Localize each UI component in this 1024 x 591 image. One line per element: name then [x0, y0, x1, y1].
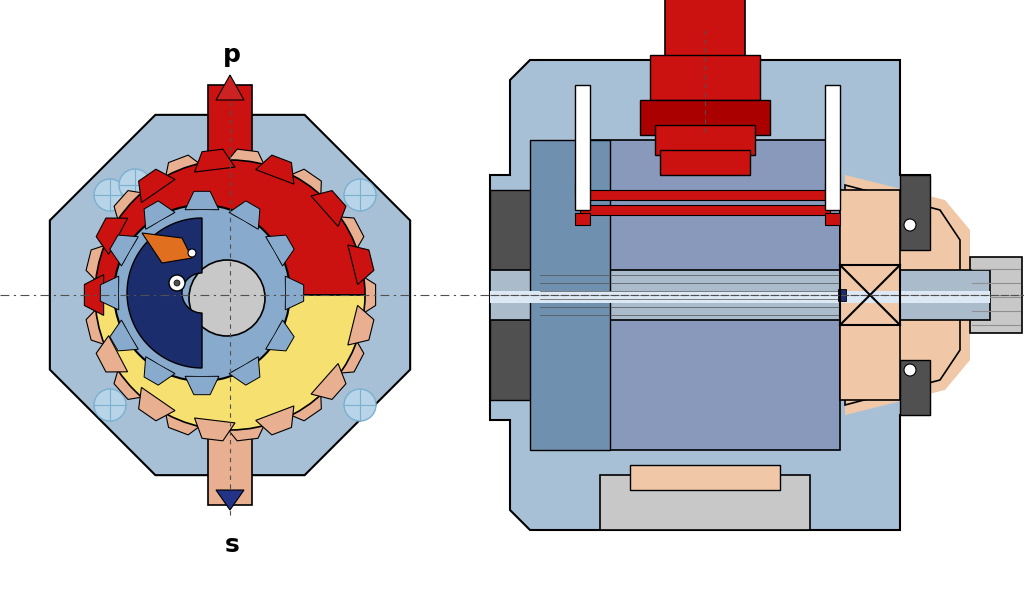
Polygon shape — [348, 306, 374, 345]
Circle shape — [119, 210, 285, 376]
Polygon shape — [96, 218, 128, 254]
Circle shape — [189, 260, 265, 336]
Circle shape — [188, 249, 196, 257]
Polygon shape — [110, 320, 138, 351]
Polygon shape — [185, 191, 219, 210]
Circle shape — [94, 389, 126, 421]
Polygon shape — [84, 275, 103, 316]
Polygon shape — [110, 235, 138, 266]
Polygon shape — [185, 376, 219, 395]
Bar — [575, 183, 590, 195]
Polygon shape — [138, 169, 175, 203]
Bar — [655, 125, 755, 155]
Bar — [490, 291, 990, 303]
Polygon shape — [331, 333, 364, 374]
Circle shape — [114, 205, 290, 381]
Bar — [208, 85, 252, 175]
Polygon shape — [348, 245, 374, 284]
Bar — [490, 270, 990, 320]
Polygon shape — [845, 175, 970, 415]
Bar — [650, 55, 760, 100]
Circle shape — [904, 364, 916, 376]
Circle shape — [344, 179, 376, 211]
Circle shape — [174, 280, 180, 286]
Polygon shape — [195, 149, 236, 172]
Polygon shape — [256, 155, 294, 184]
Bar — [575, 213, 590, 225]
Polygon shape — [311, 363, 346, 400]
Polygon shape — [845, 185, 961, 405]
Bar — [840, 190, 900, 400]
Bar — [600, 475, 810, 530]
Bar — [838, 289, 846, 301]
Polygon shape — [100, 276, 119, 310]
Polygon shape — [222, 417, 268, 441]
Polygon shape — [265, 235, 294, 266]
Bar — [575, 85, 590, 210]
Bar — [825, 213, 840, 225]
Polygon shape — [110, 186, 201, 404]
Bar — [840, 265, 900, 325]
Wedge shape — [95, 295, 365, 430]
Circle shape — [344, 389, 376, 421]
Bar — [580, 190, 830, 200]
Bar — [580, 205, 830, 215]
Polygon shape — [96, 336, 128, 372]
Circle shape — [169, 275, 185, 291]
Polygon shape — [311, 190, 346, 226]
Polygon shape — [222, 149, 268, 173]
Polygon shape — [283, 385, 322, 421]
Polygon shape — [86, 243, 114, 287]
Polygon shape — [144, 201, 175, 229]
Bar — [490, 190, 535, 400]
Polygon shape — [114, 361, 151, 400]
Polygon shape — [50, 115, 411, 475]
Bar — [530, 140, 610, 450]
Polygon shape — [229, 201, 260, 229]
Polygon shape — [265, 320, 294, 351]
Polygon shape — [164, 405, 207, 435]
Bar — [900, 360, 930, 415]
Polygon shape — [216, 490, 244, 510]
Polygon shape — [195, 418, 236, 441]
Bar — [580, 140, 840, 450]
Polygon shape — [286, 276, 304, 310]
Polygon shape — [144, 357, 175, 385]
Bar — [970, 257, 1022, 333]
Polygon shape — [490, 60, 930, 530]
Polygon shape — [229, 357, 260, 385]
Polygon shape — [86, 303, 114, 348]
Polygon shape — [256, 406, 294, 435]
Bar — [825, 85, 840, 210]
Polygon shape — [138, 388, 175, 421]
Bar — [900, 175, 930, 250]
Polygon shape — [164, 155, 207, 186]
Circle shape — [904, 219, 916, 231]
Text: p: p — [223, 43, 241, 67]
Polygon shape — [331, 216, 364, 256]
Polygon shape — [114, 190, 151, 229]
Polygon shape — [127, 218, 202, 368]
Bar — [640, 100, 770, 135]
Bar — [630, 465, 780, 490]
Bar — [665, 0, 745, 60]
Bar — [208, 415, 252, 505]
Polygon shape — [356, 272, 376, 318]
Circle shape — [100, 165, 360, 425]
Polygon shape — [216, 75, 244, 100]
Text: s: s — [224, 533, 240, 557]
Polygon shape — [283, 169, 322, 204]
Polygon shape — [142, 233, 193, 263]
Bar — [825, 183, 840, 195]
Circle shape — [94, 179, 126, 211]
Bar — [660, 150, 750, 175]
Wedge shape — [95, 160, 365, 295]
Circle shape — [119, 169, 151, 201]
